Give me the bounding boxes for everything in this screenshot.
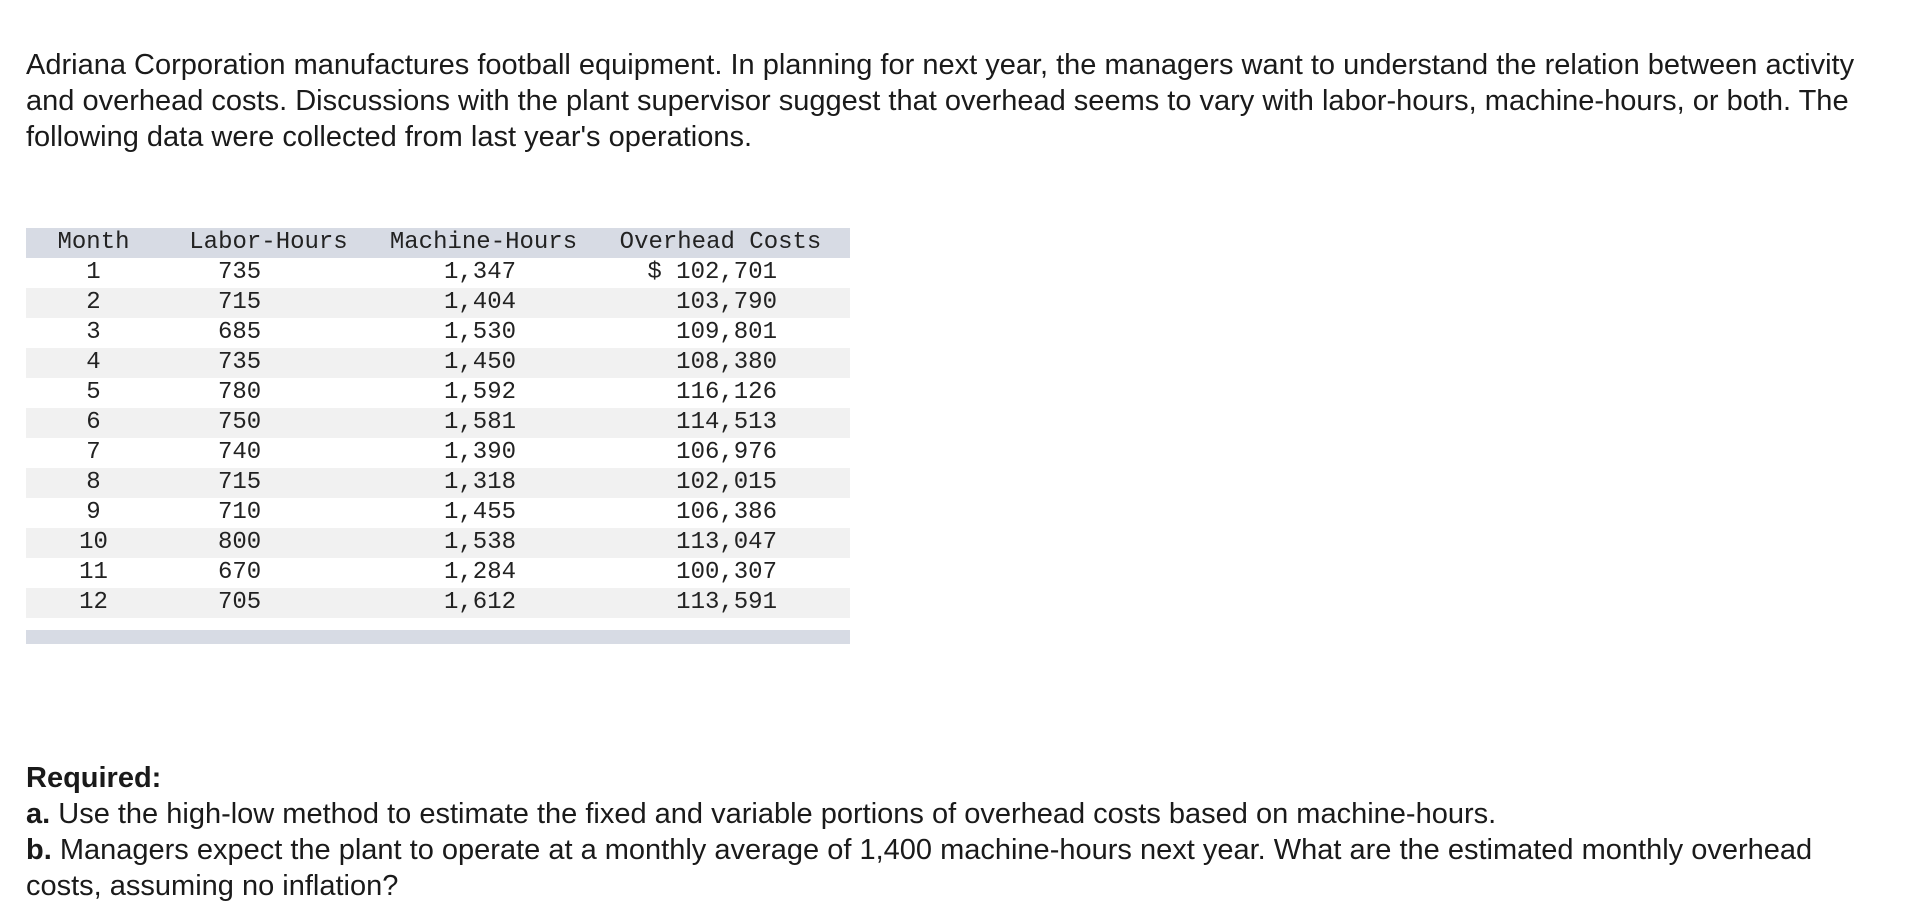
table-row: 3 685 1,530 109,801 (26, 318, 850, 348)
month-cell: 9 (86, 499, 101, 526)
table-footer-band (26, 630, 850, 644)
overhead-costs-cell: 106,386 (676, 499, 777, 526)
labor-hours-cell: 750 (161, 408, 376, 438)
overhead-costs-cell: 116,126 (676, 379, 777, 406)
data-table-container: Month Labor-Hours Machine-Hours Overhead… (26, 228, 850, 644)
month-cell: 7 (86, 439, 101, 466)
table-spacer (26, 618, 850, 630)
month-cell: 10 (26, 528, 161, 558)
machine-hours-cell: 1,347 (443, 259, 516, 286)
required-item-b: b. Managers expect the plant to operate … (26, 832, 1886, 904)
overhead-costs-cell: 108,380 (591, 348, 850, 378)
overhead-costs-cell: $ 102,701 (647, 259, 777, 286)
labor-hours-cell: 735 (218, 259, 262, 286)
overhead-costs-cell: 100,307 (676, 559, 777, 586)
header-labor-hours: Labor-Hours (161, 228, 376, 258)
overhead-costs-cell: 103,790 (591, 288, 850, 318)
labor-hours-cell: 685 (218, 319, 262, 346)
required-item-a: a. Use the high-low method to estimate t… (26, 796, 1886, 832)
month-cell: 2 (26, 288, 161, 318)
header-overhead-costs: Overhead Costs (591, 228, 850, 258)
month-cell: 4 (26, 348, 161, 378)
machine-hours-cell: 1,538 (376, 528, 591, 558)
machine-hours-cell: 1,390 (443, 439, 516, 466)
month-cell: 3 (86, 319, 101, 346)
table-row: 8 715 1,318 102,015 (26, 468, 850, 498)
table-row: 12 705 1,612 113,591 (26, 588, 850, 618)
table-row: 5 780 1,592 116,126 (26, 378, 850, 408)
machine-hours-cell: 1,530 (443, 319, 516, 346)
month-cell: 8 (26, 468, 161, 498)
table-body: 1 735 1,347 $ 102,701 2 715 1,404 103,790 3 685 1,… (26, 258, 850, 644)
machine-hours-cell: 1,612 (376, 588, 591, 618)
labor-hours-cell: 710 (218, 499, 262, 526)
table-row: 9 710 1,455 106,386 (26, 498, 850, 528)
table-row: 7 740 1,390 106,976 (26, 438, 850, 468)
machine-hours-cell: 1,284 (443, 559, 516, 586)
labor-hours-cell: 715 (161, 288, 376, 318)
labor-hours-cell: 735 (161, 348, 376, 378)
month-cell: 6 (26, 408, 161, 438)
required-item-text: Managers expect the plant to operate at … (26, 834, 1813, 902)
overhead-costs-cell: 114,513 (591, 408, 850, 438)
problem-intro: Adriana Corporation manufactures footbal… (26, 49, 1855, 153)
labor-hours-cell: 670 (218, 559, 262, 586)
overhead-costs-cell: 102,015 (591, 468, 850, 498)
machine-hours-cell: 1,581 (376, 408, 591, 438)
labor-hours-cell: 800 (161, 528, 376, 558)
overhead-data-table: Month Labor-Hours Machine-Hours Overhead… (26, 228, 850, 644)
required-item-text: Use the high-low method to estimate the … (50, 798, 1497, 830)
labor-hours-cell: 740 (218, 439, 262, 466)
machine-hours-cell: 1,450 (376, 348, 591, 378)
header-machine-hours: Machine-Hours (376, 228, 591, 258)
required-item-letter: b. (26, 834, 52, 866)
labor-hours-cell: 705 (161, 588, 376, 618)
table-row: 10 800 1,538 113,047 (26, 528, 850, 558)
header-month: Month (26, 228, 161, 258)
overhead-costs-cell: 109,801 (676, 319, 777, 346)
required-heading: Required: (26, 762, 162, 794)
month-cell: 11 (79, 559, 108, 586)
machine-hours-cell: 1,318 (376, 468, 591, 498)
required-section: Required: a. Use the high-low method to … (26, 760, 1886, 904)
machine-hours-cell: 1,455 (443, 499, 516, 526)
month-cell: 12 (26, 588, 161, 618)
table-row: 6 750 1,581 114,513 (26, 408, 850, 438)
table-header-row: Month Labor-Hours Machine-Hours Overhead… (26, 228, 850, 258)
month-cell: 5 (86, 379, 101, 406)
labor-hours-cell: 780 (218, 379, 262, 406)
machine-hours-cell: 1,592 (443, 379, 516, 406)
machine-hours-cell: 1,404 (376, 288, 591, 318)
overhead-costs-cell: 113,047 (591, 528, 850, 558)
table-row: 1 735 1,347 $ 102,701 (26, 258, 850, 288)
overhead-costs-cell: 106,976 (676, 439, 777, 466)
table-row: 11 670 1,284 100,307 (26, 558, 850, 588)
required-item-letter: a. (26, 798, 51, 830)
month-cell: 1 (86, 259, 101, 286)
overhead-costs-cell: 113,591 (591, 588, 850, 618)
table-row: 2 715 1,404 103,790 (26, 288, 850, 318)
labor-hours-cell: 715 (161, 468, 376, 498)
table-row: 4 735 1,450 108,380 (26, 348, 850, 378)
